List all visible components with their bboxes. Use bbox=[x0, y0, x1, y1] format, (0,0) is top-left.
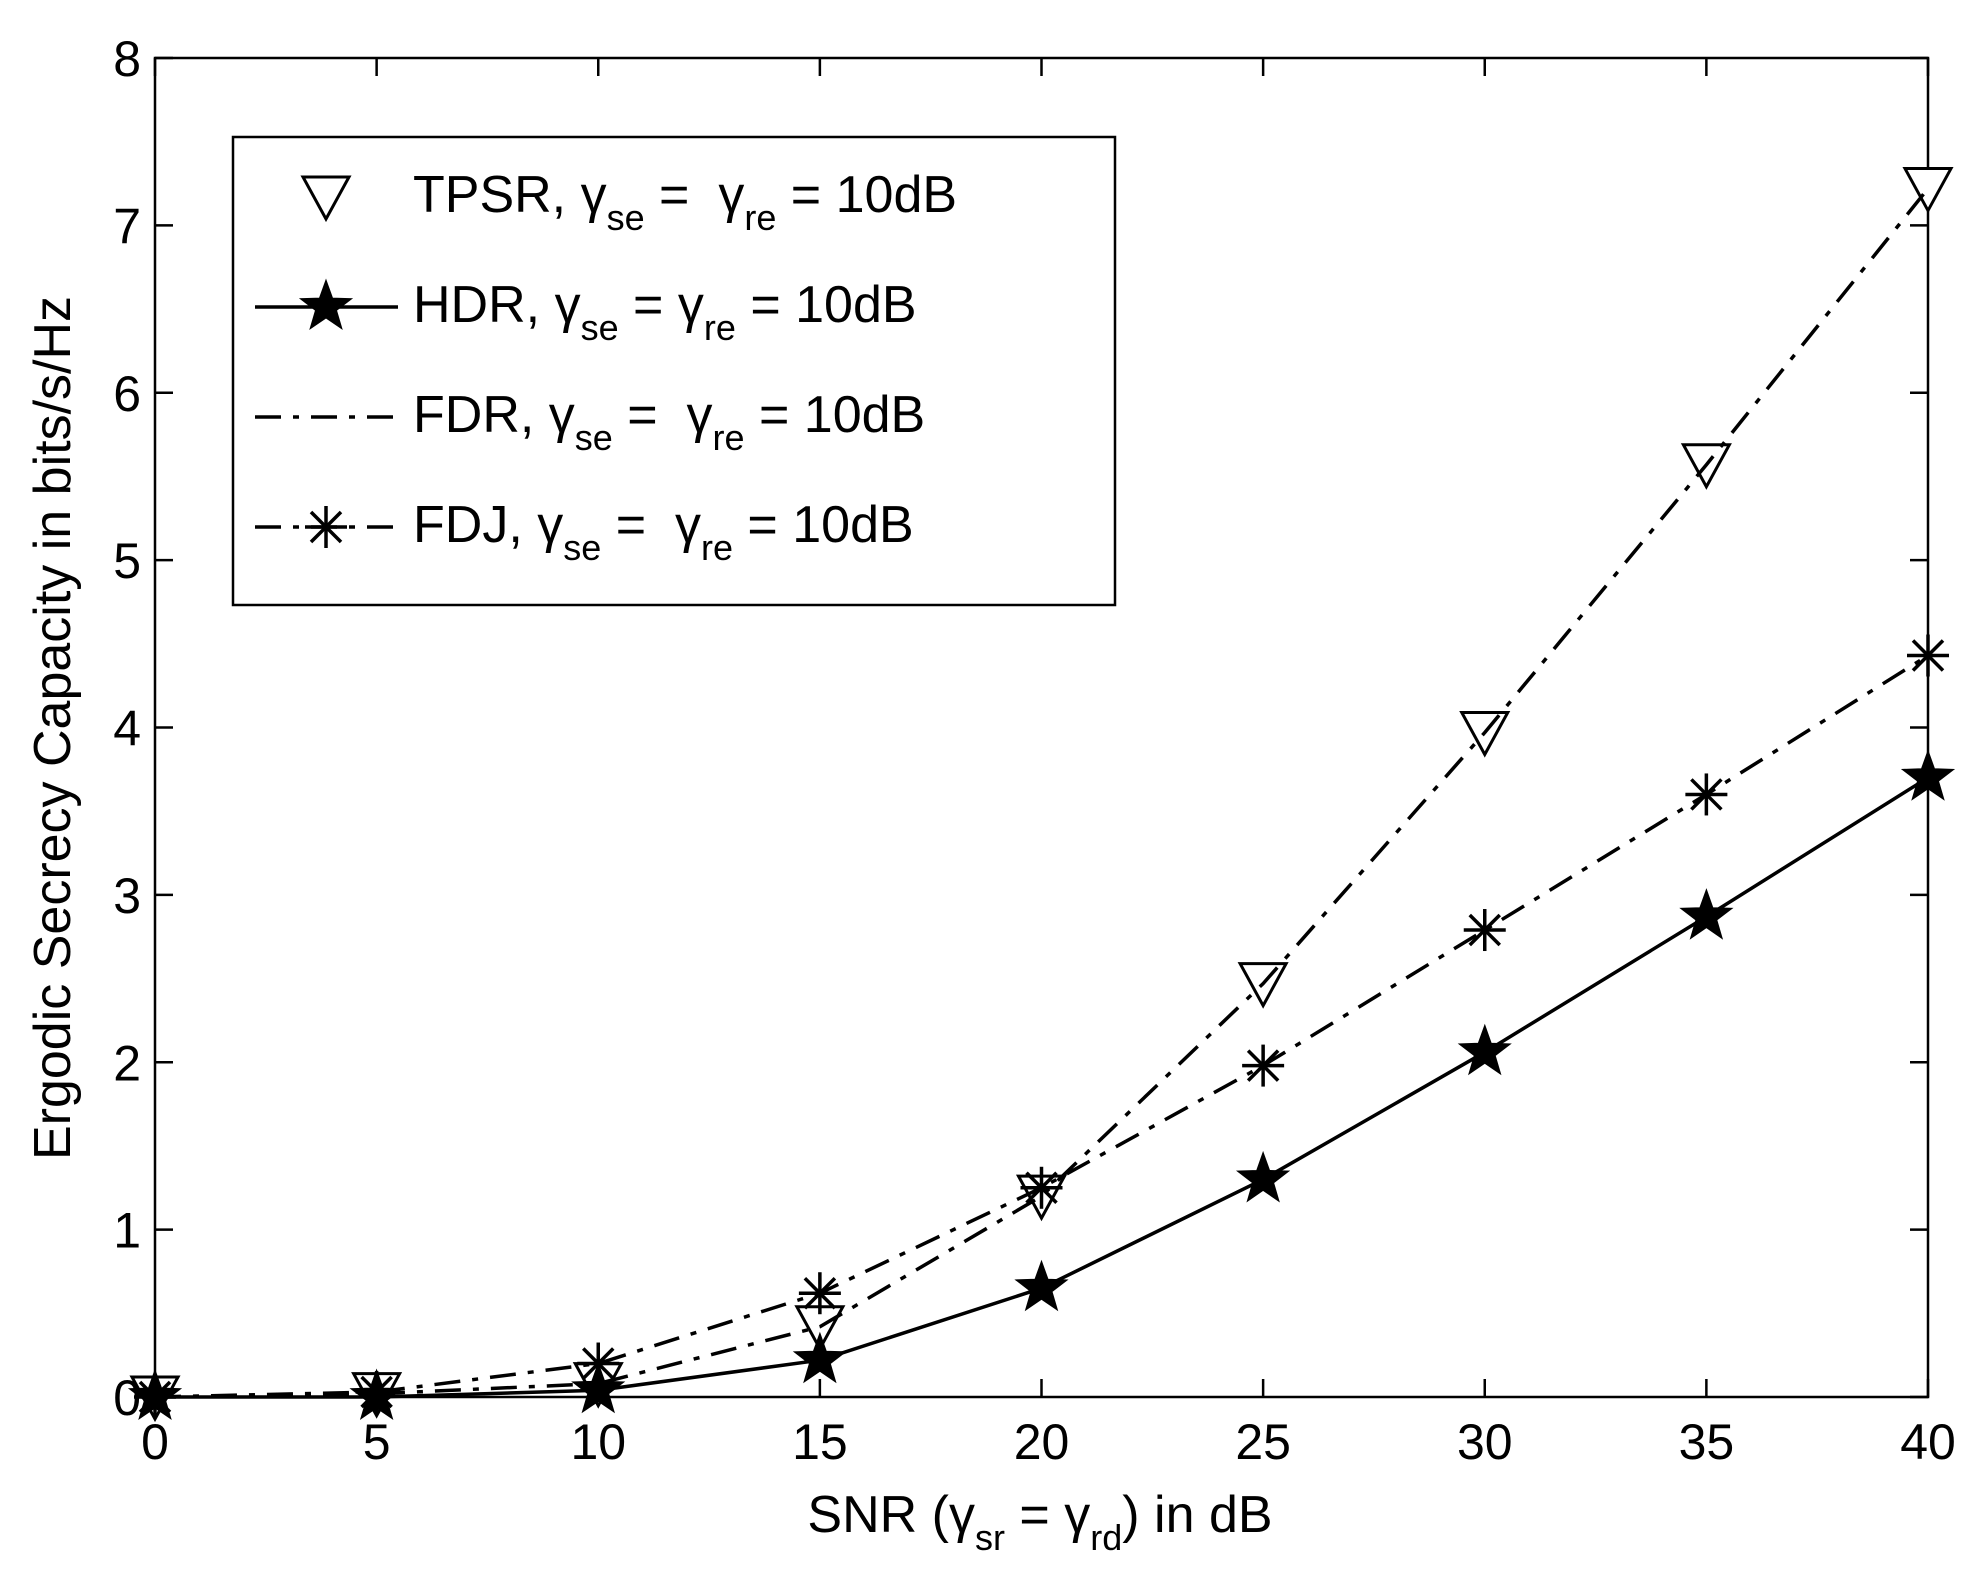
x-tick-label: 30 bbox=[1457, 1414, 1513, 1470]
data-point-fdj bbox=[798, 1272, 841, 1315]
series-line-fdr bbox=[154, 187, 1930, 1399]
data-point-fdj bbox=[1242, 1044, 1285, 1087]
x-tick-label: 0 bbox=[141, 1414, 169, 1470]
legend-marker-hdr bbox=[298, 278, 354, 330]
data-point-hdr bbox=[1235, 1150, 1291, 1203]
y-tick-label: 8 bbox=[113, 31, 141, 87]
y-tick-label: 0 bbox=[113, 1370, 141, 1426]
x-tick-label: 5 bbox=[363, 1414, 391, 1470]
legend-marker-tpsr bbox=[300, 175, 352, 223]
legend-marker-fdj bbox=[305, 506, 347, 548]
data-point-fdj bbox=[1463, 909, 1506, 952]
data-point-fdj bbox=[1907, 634, 1949, 677]
legend-label-fdj: FDJ, γse = γre = 10dB bbox=[413, 496, 914, 568]
x-tick-label: 10 bbox=[570, 1414, 626, 1470]
data-point-fdj bbox=[577, 1342, 620, 1385]
y-tick-label: 1 bbox=[113, 1203, 141, 1259]
tick-layer: 0 5 10 15 20 25 30 35 40 0 1 2 3 4 5 6 7 8 bbox=[113, 31, 1956, 1470]
y-tick-label: 2 bbox=[113, 1035, 141, 1091]
x-tick-label: 25 bbox=[1235, 1414, 1291, 1470]
y-axis-title: Ergodic Secrecy Capacity in bits/s/Hz bbox=[24, 296, 82, 1160]
legend: TPSR, γse = γre = 10dB HDR, γse = γre = … bbox=[231, 135, 1117, 607]
x-axis-title: SNR (γsr = γrd) in dB bbox=[807, 1486, 1272, 1558]
legend-label-tpsr: TPSR, γse = γre = 10dB bbox=[413, 166, 957, 238]
x-tick-label: 35 bbox=[1679, 1414, 1735, 1470]
y-tick-label: 6 bbox=[113, 366, 141, 422]
y-tick-label: 7 bbox=[113, 198, 141, 254]
data-point-hdr bbox=[792, 1331, 848, 1384]
y-tick-label: 4 bbox=[113, 701, 141, 757]
data-point-hdr bbox=[1900, 749, 1956, 801]
data-point-fdj bbox=[1020, 1166, 1063, 1209]
data-point-hdr bbox=[1679, 888, 1734, 940]
data-point-fdj bbox=[1685, 773, 1728, 816]
series-layer bbox=[127, 167, 1956, 1423]
series-line-fdj bbox=[154, 654, 1929, 1399]
legend-label-hdr: HDR, γse = γre = 10dB bbox=[413, 276, 917, 348]
y-tick-label: 3 bbox=[113, 868, 141, 924]
data-point-hdr bbox=[1457, 1023, 1512, 1076]
x-tick-label: 20 bbox=[1014, 1414, 1070, 1470]
legend-symbols bbox=[255, 175, 398, 548]
legend-label-fdr: FDR, γse = γre = 10dB bbox=[413, 386, 925, 458]
x-tick-label: 40 bbox=[1900, 1414, 1956, 1470]
y-tick-label: 5 bbox=[113, 533, 141, 589]
data-point-hdr bbox=[1014, 1259, 1069, 1312]
x-tick-label: 15 bbox=[792, 1414, 848, 1470]
data-point-tpsr bbox=[1902, 167, 1954, 214]
